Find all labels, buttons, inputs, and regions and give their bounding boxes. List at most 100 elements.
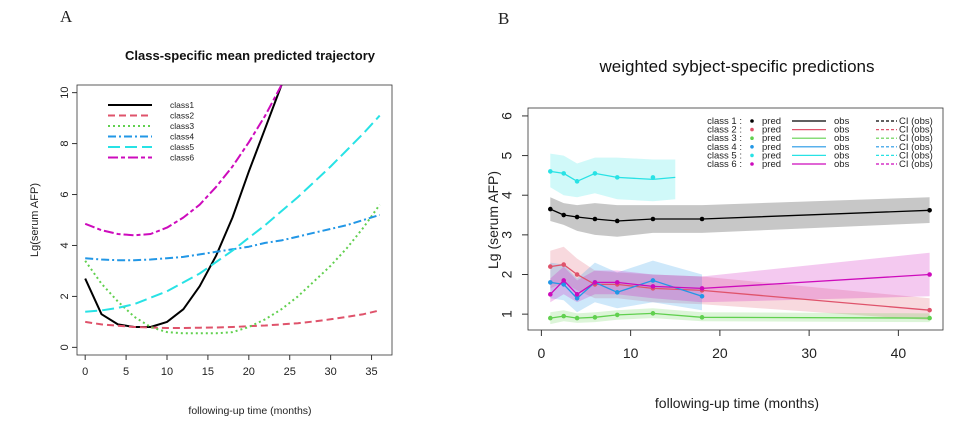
class4-legend-label: class4 [170, 132, 194, 142]
class-3-legend-obs-label: obs [834, 133, 850, 144]
panel-b-ci-bands [550, 153, 930, 325]
panel-a: A Class-specific mean predicted trajecto… [29, 7, 393, 417]
class-5-pred-point [561, 171, 566, 176]
class-5-legend-row-label: class 5 : [707, 150, 742, 161]
class-1-pred-point [561, 212, 566, 218]
class-1-legend-row-label: class 1 : [707, 116, 742, 127]
class-4-legend-pred-dot [750, 145, 754, 149]
y-tick-label: 2 [499, 270, 515, 278]
panel-b-xlabel: following-up time (months) [655, 395, 819, 411]
class-1-pred-point [650, 216, 656, 222]
panel-a-axes: 0 5 10 15 20 25 30 35 0 2 4 6 8 10 [59, 87, 378, 378]
class-3-legend-ci-label: CI (obs) [899, 133, 933, 144]
class1-legend-label: class1 [170, 100, 194, 110]
class3-legend-label: class3 [170, 121, 194, 131]
y-tick-label: 5 [499, 151, 515, 159]
class-4-legend-row-label: class 4 : [707, 142, 742, 153]
class-4-ci-band [550, 260, 702, 313]
x-tick-label: 10 [623, 345, 639, 361]
class-5-ci-band [550, 153, 676, 202]
class-6-legend-ci-label: CI (obs) [899, 159, 933, 170]
y-tick-label: 2 [59, 293, 71, 299]
class-1-legend-pred-dot [750, 119, 754, 123]
class4-line [85, 213, 380, 262]
class-6-pred-point [650, 284, 656, 289]
class-1-legend-obs-label: obs [834, 116, 850, 127]
x-tick-label: 10 [161, 366, 173, 378]
class6-line [84, 85, 283, 237]
class-2-pred-point [561, 262, 566, 267]
panel-b-ylabel: Lg (serum AFP) [485, 171, 501, 269]
y-tick-label: 4 [59, 242, 71, 248]
class-1-pred-point [699, 216, 705, 222]
class-6-legend-row-label: class 6 : [707, 159, 742, 170]
class-5-legend-pred-dot [750, 153, 754, 158]
class-5-pred-point [592, 171, 598, 176]
x-tick-label: 30 [325, 366, 337, 378]
class2-line [85, 309, 380, 329]
class-6-legend-pred-label: pred [762, 159, 781, 170]
class-3-pred-point [574, 315, 580, 321]
class-3-legend-pred-dot [750, 136, 754, 140]
class-2-legend-ci-label: CI (obs) [899, 125, 933, 136]
x-tick-label: 40 [891, 345, 907, 361]
panel-b-legend: class 1 : pred obs CI (obs) class 2 : pred obs… [707, 116, 933, 170]
y-tick-label: 10 [59, 87, 71, 99]
class-4-legend-obs-label: obs [834, 142, 850, 153]
x-tick-label: 0 [82, 366, 88, 378]
class-4-legend-ci-label: CI (obs) [899, 142, 933, 153]
class-1-pred-point [614, 218, 620, 224]
x-tick-label: 35 [365, 366, 377, 378]
class-4-pred-point [614, 290, 620, 295]
panel-a-ylabel: Lg(serum AFP) [29, 183, 41, 257]
class-1-pred-point [548, 206, 553, 212]
class-6-pred-point [548, 292, 553, 297]
class-5-pred-point [574, 179, 580, 184]
class-3-pred-point [927, 315, 932, 321]
class-3-pred-point [650, 311, 656, 316]
class-1-legend-pred-label: pred [762, 116, 781, 127]
class-2-legend-row-label: class 2 : [707, 125, 742, 136]
class-2-legend-obs-label: obs [834, 125, 850, 136]
panel-a-title: Class-specific mean predicted trajectory [125, 48, 376, 63]
y-tick-label: 3 [499, 231, 515, 239]
class-2-pred-point [574, 272, 580, 277]
x-tick-label: 30 [801, 345, 817, 361]
class-3-pred-point [561, 313, 566, 319]
class5-legend-label: class5 [170, 142, 194, 152]
class-2-legend-pred-label: pred [762, 125, 781, 136]
class-5-legend-ci-label: CI (obs) [899, 150, 933, 161]
y-tick-label: 6 [59, 191, 71, 197]
class-6-pred-point [561, 278, 566, 283]
class-3-pred-point [548, 315, 553, 321]
class-5-pred-point [614, 175, 620, 180]
class-2-pred-point [548, 264, 553, 269]
class-6-obs-line [549, 273, 930, 296]
class-4-legend-pred-label: pred [762, 142, 781, 153]
y-tick-label: 0 [59, 344, 71, 350]
panel-b-label: B [498, 9, 509, 28]
x-tick-label: 0 [537, 345, 545, 361]
class-6-pred-point [574, 292, 580, 297]
class-5-pred-point [548, 169, 553, 174]
class-4-pred-point [574, 295, 580, 301]
x-tick-label: 15 [202, 366, 214, 378]
panel-b-axes: 0 10 20 30 40 1 2 3 4 5 6 [499, 112, 907, 361]
y-tick-label: 4 [499, 191, 515, 199]
y-tick-label: 1 [499, 310, 515, 318]
class-3-pred-point [614, 312, 620, 318]
class-1-pred-point [927, 207, 932, 213]
x-tick-label: 5 [123, 366, 129, 378]
class1-line [84, 85, 283, 328]
class-4-pred-point [650, 278, 656, 283]
class-3-legend-pred-label: pred [762, 133, 781, 144]
panel-b: B weighted sybject-specific predictions … [485, 9, 944, 411]
panel-a-plot-frame [76, 84, 393, 356]
class-4-pred-point [699, 294, 705, 299]
class-3-pred-point [699, 315, 705, 320]
class-2-legend-pred-dot [750, 127, 754, 132]
class-2-pred-point [927, 307, 932, 313]
class-3-legend-row-label: class 3 : [707, 133, 742, 144]
